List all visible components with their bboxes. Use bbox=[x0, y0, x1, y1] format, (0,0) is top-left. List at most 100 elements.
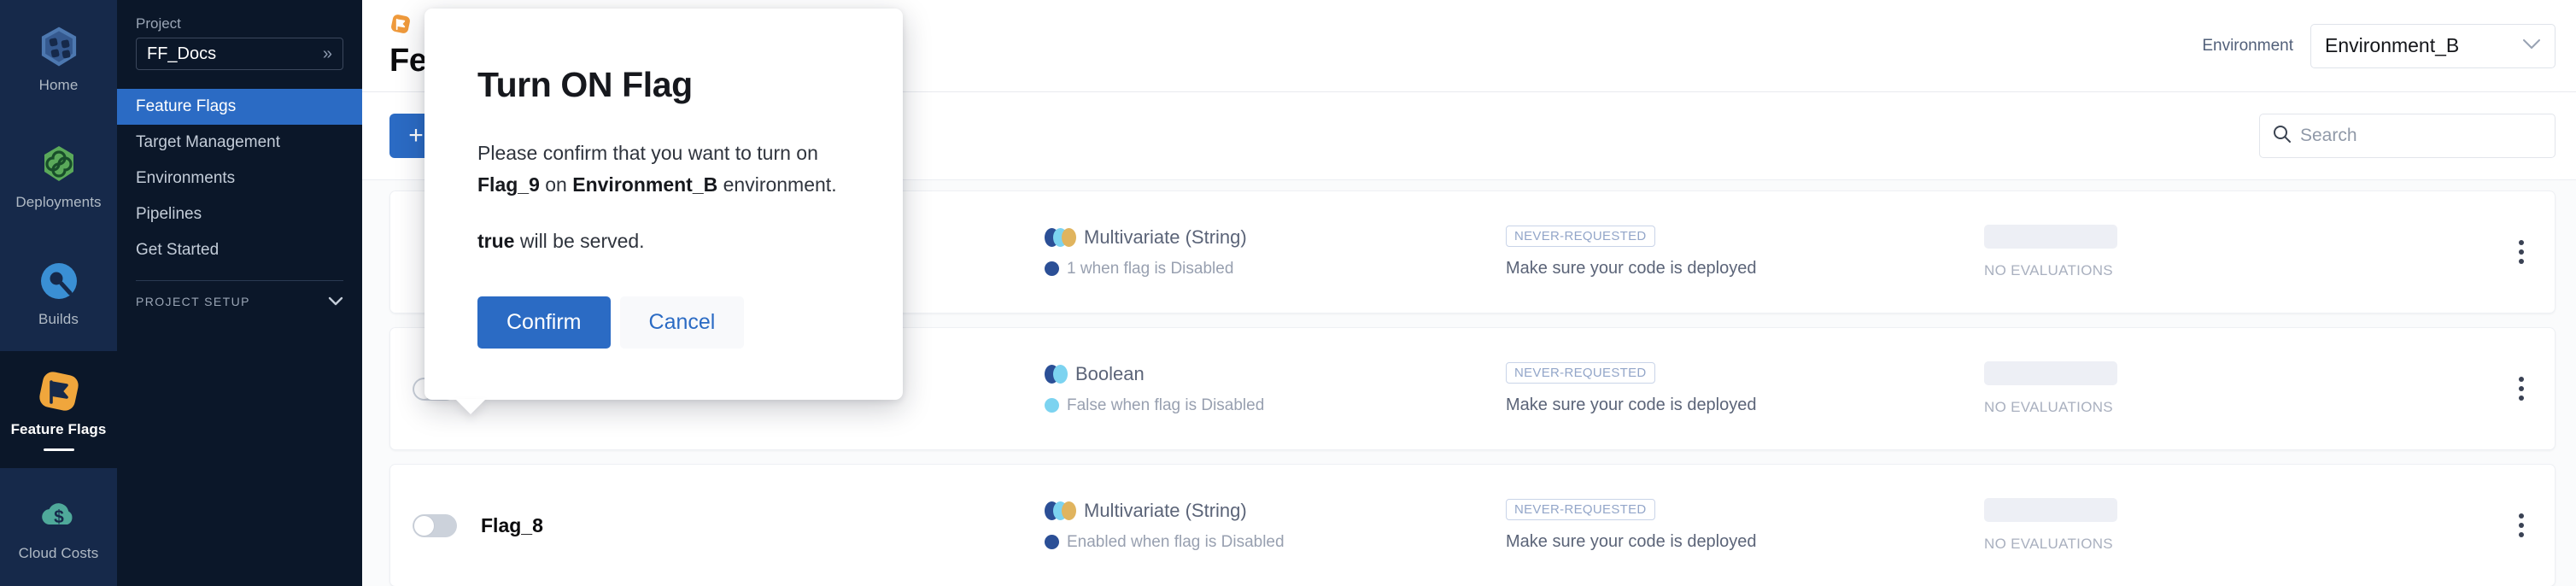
flag-type-cell: Multivariate (String) Enabled when flag … bbox=[1045, 500, 1506, 552]
dialog-served-value: true bbox=[477, 229, 515, 252]
dialog-message-mid: on bbox=[539, 173, 573, 196]
plus-icon: + bbox=[408, 121, 424, 149]
flag-status-cell: NEVER-REQUESTED Make sure your code is d… bbox=[1506, 499, 1984, 552]
svg-text:$: $ bbox=[54, 507, 64, 527]
rail-item-label: Home bbox=[38, 76, 79, 93]
sidebar-divider bbox=[136, 280, 343, 281]
sidebar-item-get-started[interactable]: Get Started bbox=[117, 232, 362, 268]
feature-flags-flag-icon bbox=[389, 13, 412, 39]
kebab-menu-icon[interactable] bbox=[2514, 508, 2529, 542]
flag-type-cell: Multivariate (String) 1 when flag is Dis… bbox=[1045, 226, 1506, 278]
evaluation-placeholder-bar bbox=[1984, 225, 2117, 249]
flag-name-cell: Flag_8 bbox=[481, 514, 1045, 537]
table-row[interactable]: Flag_8 Multivariate (String) Enabled whe… bbox=[389, 464, 2556, 586]
active-indicator bbox=[43, 448, 74, 452]
project-sidebar: Project FF_Docs » Feature Flags Target M… bbox=[117, 0, 362, 586]
flag-toggle-cell bbox=[413, 513, 481, 537]
dialog-actions: Confirm Cancel bbox=[477, 296, 850, 349]
dialog-environment-name: Environment_B bbox=[572, 173, 718, 196]
rail-item-cloud-costs[interactable]: $ Cloud Costs bbox=[0, 468, 117, 585]
dialog-message-post: environment. bbox=[717, 173, 837, 196]
sidebar-item-environments[interactable]: Environments bbox=[117, 161, 362, 196]
rail-item-label: Cloud Costs bbox=[18, 544, 99, 561]
rail-item-label: Feature Flags bbox=[10, 420, 107, 437]
feature-flags-flag-icon bbox=[36, 368, 82, 414]
sidebar-item-feature-flags[interactable]: Feature Flags bbox=[117, 89, 362, 125]
rail-item-deployments[interactable]: Deployments bbox=[0, 117, 117, 234]
environment-label: Environment bbox=[2202, 36, 2293, 55]
rail-item-feature-flags[interactable]: Feature Flags bbox=[0, 351, 117, 468]
status-hint: Make sure your code is deployed bbox=[1506, 259, 1757, 278]
search-icon bbox=[2272, 124, 2292, 148]
cancel-button[interactable]: Cancel bbox=[619, 296, 745, 349]
status-hint: Make sure your code is deployed bbox=[1506, 532, 1757, 551]
default-variation-dot-icon bbox=[1045, 261, 1059, 276]
builds-icon bbox=[36, 258, 82, 304]
sidebar-item-label: Feature Flags bbox=[136, 97, 237, 115]
multivariate-dots-icon bbox=[1045, 227, 1076, 247]
sidebar-item-label: Target Management bbox=[136, 133, 280, 151]
flag-evaluations-cell: NO EVALUATIONS bbox=[1984, 498, 2240, 553]
dialog-served-message: true will be served. bbox=[477, 226, 850, 257]
environment-selector-value: Environment_B bbox=[2325, 34, 2460, 56]
flag-evaluations-cell: NO EVALUATIONS bbox=[1984, 225, 2240, 279]
flag-status-cell: NEVER-REQUESTED Make sure your code is d… bbox=[1506, 362, 1984, 415]
sidebar-item-pipelines[interactable]: Pipelines bbox=[117, 196, 362, 232]
flag-type-label: Multivariate (String) bbox=[1084, 226, 1247, 248]
status-badge: NEVER-REQUESTED bbox=[1506, 499, 1655, 520]
row-menu-cell bbox=[2514, 508, 2529, 542]
double-chevron-right-icon: » bbox=[322, 44, 332, 63]
dialog-message-pre: Please confirm that you want to turn on bbox=[477, 142, 818, 164]
sidebar-section-project-setup[interactable]: PROJECT SETUP bbox=[117, 295, 362, 308]
rail-item-label: Builds bbox=[38, 310, 79, 327]
boolean-dots-icon bbox=[1045, 364, 1068, 384]
sidebar-item-label: Pipelines bbox=[136, 205, 202, 223]
status-badge: NEVER-REQUESTED bbox=[1506, 226, 1655, 247]
sidebar-item-label: Get Started bbox=[136, 241, 220, 259]
project-selector-value: FF_Docs bbox=[147, 44, 217, 63]
project-label: Project bbox=[136, 15, 181, 32]
project-selector[interactable]: FF_Docs » bbox=[136, 38, 343, 70]
rail-item-label: Deployments bbox=[15, 193, 102, 210]
rail-item-builds[interactable]: Builds bbox=[0, 234, 117, 351]
default-variation-dot-icon bbox=[1045, 535, 1059, 549]
sidebar-item-target-management[interactable]: Target Management bbox=[117, 125, 362, 161]
kebab-menu-icon[interactable] bbox=[2514, 235, 2529, 269]
flag-name: Flag_8 bbox=[481, 513, 543, 536]
flag-default-label: False when flag is Disabled bbox=[1067, 396, 1265, 414]
flag-type-label: Multivariate (String) bbox=[1084, 499, 1247, 521]
evaluation-label: NO EVALUATIONS bbox=[1984, 399, 2113, 415]
row-menu-cell bbox=[2514, 372, 2529, 406]
chevron-down-icon bbox=[328, 295, 343, 308]
sidebar-section-label: PROJECT SETUP bbox=[136, 295, 250, 308]
rail-item-home[interactable]: Home bbox=[0, 0, 117, 117]
search-placeholder: Search bbox=[2300, 126, 2357, 145]
flag-evaluations-cell: NO EVALUATIONS bbox=[1984, 361, 2240, 416]
flag-toggle[interactable] bbox=[413, 513, 457, 537]
evaluation-placeholder-bar bbox=[1984, 498, 2117, 522]
project-nav-list: Feature Flags Target Management Environm… bbox=[117, 89, 362, 268]
status-badge: NEVER-REQUESTED bbox=[1506, 362, 1655, 384]
kebab-menu-icon[interactable] bbox=[2514, 372, 2529, 406]
status-hint: Make sure your code is deployed bbox=[1506, 396, 1757, 414]
environment-selector[interactable]: Environment_B bbox=[2310, 23, 2556, 68]
search-input[interactable]: Search bbox=[2259, 114, 2556, 158]
dialog-flag-name: Flag_9 bbox=[477, 173, 540, 196]
evaluation-placeholder-bar bbox=[1984, 361, 2117, 385]
multivariate-dots-icon bbox=[1045, 501, 1076, 520]
deployments-infinity-icon bbox=[36, 141, 82, 187]
flag-status-cell: NEVER-REQUESTED Make sure your code is d… bbox=[1506, 226, 1984, 278]
row-menu-cell bbox=[2514, 235, 2529, 269]
evaluation-label: NO EVALUATIONS bbox=[1984, 262, 2113, 278]
turn-on-flag-dialog: Turn ON Flag Please confirm that you wan… bbox=[424, 9, 903, 400]
default-variation-dot-icon bbox=[1045, 398, 1059, 413]
home-grid-icon bbox=[36, 24, 82, 70]
cloud-costs-dollar-icon: $ bbox=[36, 492, 82, 538]
dialog-message: Please confirm that you want to turn on … bbox=[477, 138, 850, 202]
flag-type-cell: Boolean False when flag is Disabled bbox=[1045, 363, 1506, 415]
confirm-button[interactable]: Confirm bbox=[477, 296, 611, 349]
flag-default-label: Enabled when flag is Disabled bbox=[1067, 532, 1285, 551]
flag-default-label: 1 when flag is Disabled bbox=[1067, 259, 1234, 278]
module-rail: Home Deployments Builds bbox=[0, 0, 117, 586]
